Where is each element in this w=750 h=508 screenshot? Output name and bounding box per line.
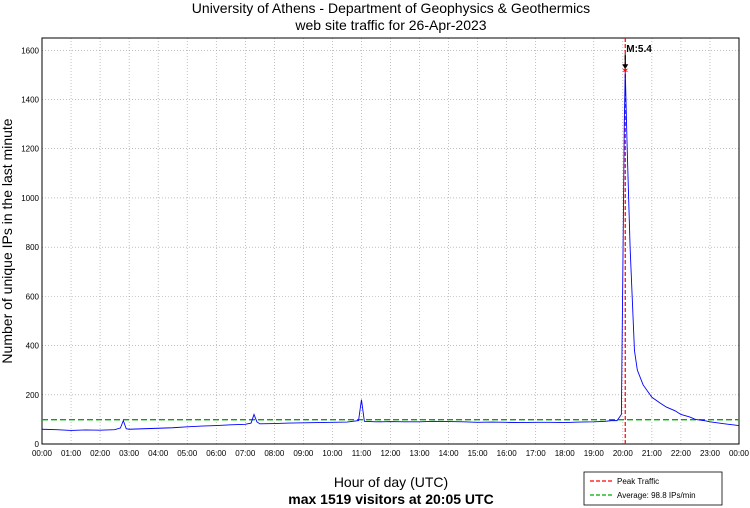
y-tick-label: 1200: [21, 145, 39, 154]
x-tick-label: 09:00: [293, 449, 314, 458]
annotation-arrowhead: [622, 64, 629, 70]
x-tick-label: 18:00: [555, 449, 576, 458]
y-tick-label: 800: [26, 243, 40, 252]
axis-ticks: 00:00 01:00 02:00 03:00 04:00 05:00 06:00 07:00…: [21, 46, 749, 458]
x-tick-label: 21:00: [642, 449, 663, 458]
grid: [42, 38, 739, 444]
x-tick-label: 20:00: [613, 449, 634, 458]
x-tick-label: 08:00: [264, 449, 285, 458]
x-tick-label: 01:00: [61, 449, 82, 458]
series-line-0: [41, 70, 740, 431]
plot-frame: [41, 37, 740, 445]
annotation-star-marker: ✶: [621, 66, 629, 77]
legend-box: [583, 471, 723, 506]
x-tick-label: 19:00: [584, 449, 605, 458]
x-axis-label: Hour of day (UTC): [334, 474, 448, 490]
x-tick-label: 23:00: [700, 449, 721, 458]
legend-label-average: Average: 98.8 IPs/min: [617, 491, 696, 500]
chart-title: University of Athens - Department of Geo…: [192, 0, 590, 16]
x-tick-label: 00:00: [729, 449, 750, 458]
x-tick-label: 04:00: [148, 449, 169, 458]
legend-label-peak: Peak Traffic: [617, 477, 659, 486]
x-tick-label: 10:00: [322, 449, 343, 458]
x-tick-label: 07:00: [235, 449, 256, 458]
x-tick-label: 14:00: [439, 449, 460, 458]
y-axis-label: Number of unique IPs in the last minute: [0, 118, 15, 363]
y-tick-label: 200: [26, 391, 40, 400]
y-tick-label: 1600: [21, 46, 39, 55]
x-tick-label: 00:00: [32, 449, 53, 458]
x-tick-label: 03:00: [119, 449, 140, 458]
x-tick-label: 22:00: [671, 449, 692, 458]
chart-subtitle: web site traffic for 26-Apr-2023: [294, 17, 486, 33]
y-tick-label: 400: [26, 342, 40, 351]
y-tick-label: 0: [35, 440, 40, 449]
x-tick-label: 12:00: [380, 449, 401, 458]
y-tick-label: 1400: [21, 96, 39, 105]
x-tick-label: 16:00: [497, 449, 518, 458]
x-tick-label: 15:00: [468, 449, 489, 458]
annotation-layer: ✶ M:5.4: [621, 44, 652, 77]
x-tick-label: 05:00: [177, 449, 198, 458]
x-tick-label: 06:00: [206, 449, 227, 458]
legend: Peak Traffic Average: 98.8 IPs/min: [583, 471, 723, 506]
x-tick-label: 02:00: [90, 449, 111, 458]
x-tick-label: 11:00: [352, 449, 372, 458]
y-tick-label: 600: [26, 292, 40, 301]
chart-footer: max 1519 visitors at 20:05 UTC: [288, 491, 493, 507]
x-tick-label: 17:00: [526, 449, 547, 458]
series-layer: [41, 70, 740, 431]
reference-lines: [42, 38, 739, 444]
annotation-label: M:5.4: [626, 44, 652, 55]
x-tick-label: 13:00: [410, 449, 431, 458]
y-tick-label: 1000: [21, 194, 39, 203]
